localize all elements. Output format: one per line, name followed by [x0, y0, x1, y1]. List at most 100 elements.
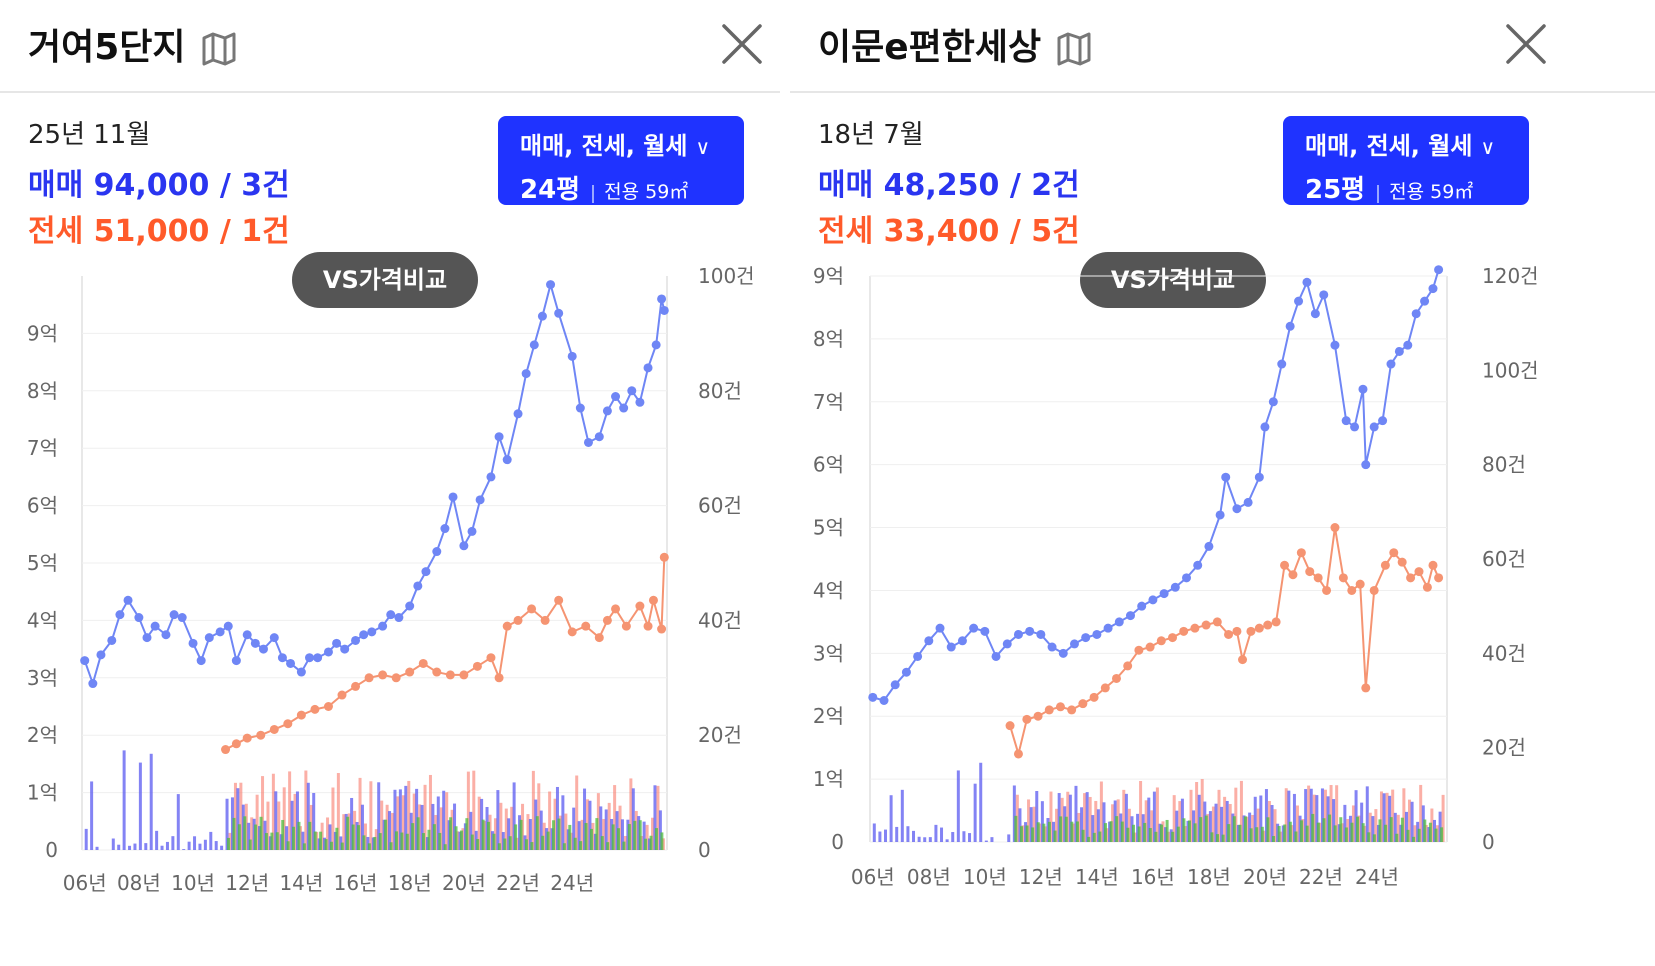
volume-bar-rent: [1126, 827, 1130, 842]
sale-price-point: [223, 621, 233, 631]
volume-bar-sale: [1085, 792, 1089, 842]
volume-bar-sale: [236, 788, 240, 850]
x-tick-label: 16년: [334, 871, 378, 895]
sale-price-line: [872, 269, 1440, 702]
volume-bar-rent: [1165, 819, 1169, 842]
volume-bar-sale: [1040, 801, 1044, 842]
volume-bar-jeonse: [504, 808, 508, 850]
close-icon[interactable]: [718, 20, 766, 68]
volume-bar-sale: [900, 789, 904, 842]
volume-bar-sale: [1035, 791, 1039, 842]
jeonse-price-point: [494, 673, 504, 683]
sale-price-point: [107, 635, 117, 645]
jeonse-price-point: [351, 681, 361, 691]
volume-bar-sale: [1208, 811, 1212, 842]
filter-button[interactable]: 매매, 전세, 월세 ∨ 24평 전용 59㎡: [498, 116, 744, 205]
volume-bar-rent: [1339, 817, 1343, 842]
y-left-tick-label: 3억: [27, 666, 58, 690]
jeonse-price-point: [1044, 705, 1054, 715]
volume-bar-jeonse: [1385, 792, 1389, 842]
volume-bar-rent: [1294, 831, 1298, 842]
volume-bar-sale: [872, 823, 876, 842]
selected-period: 25년 11월: [28, 120, 151, 150]
volume-bar-sale: [1091, 815, 1095, 842]
jeonse-price-point: [527, 604, 537, 614]
sale-price-point: [1025, 626, 1035, 636]
sale-price-point: [378, 621, 388, 631]
complex-panel: 거여5단지 25년 11월 매매 94,000 / 3건 전세 51,000 /…: [0, 0, 780, 966]
jeonse-price-point: [472, 661, 482, 671]
x-tick-label: 10년: [171, 871, 215, 895]
sale-price-point: [583, 437, 593, 447]
filter-types-label: 매매, 전세, 월세: [1305, 132, 1473, 160]
x-tick-label: 16년: [1131, 865, 1175, 889]
x-tick-label: 24년: [1355, 865, 1399, 889]
volume-bar-rent: [1328, 814, 1332, 842]
x-tick-label: 08년: [117, 871, 161, 895]
volume-bar-jeonse: [445, 792, 449, 850]
sale-price-point: [1232, 504, 1242, 514]
filter-button[interactable]: 매매, 전세, 월세 ∨ 25평 전용 59㎡: [1283, 116, 1529, 205]
volume-bar-rent: [654, 828, 658, 850]
sale-price-point: [323, 647, 333, 657]
volume-bar-jeonse: [1284, 788, 1288, 842]
volume-bar-rent: [367, 843, 371, 850]
volume-bar-rent: [617, 828, 621, 850]
volume-bar-sale: [1264, 789, 1268, 842]
volume-bar-sale: [1152, 791, 1156, 842]
y-right-tick-label: 0: [698, 838, 711, 862]
volume-bar-jeonse: [239, 782, 243, 850]
sale-price-point: [879, 696, 889, 705]
sale-price-point: [1221, 472, 1231, 482]
x-tick-label: 12년: [1019, 865, 1063, 889]
volume-bar-rent: [1372, 834, 1376, 842]
volume-bar-jeonse: [1055, 808, 1059, 842]
vs-compare-button[interactable]: VS가격비교: [292, 252, 478, 308]
volume-bar-rent: [1400, 817, 1404, 842]
map-icon[interactable]: [1055, 31, 1093, 67]
volume-bar-sale: [469, 811, 473, 850]
sale-price-point: [432, 547, 442, 557]
y-right-tick-label: 40건: [698, 608, 742, 632]
volume-bar-rent: [378, 833, 382, 850]
volume-bar-jeonse: [510, 806, 514, 850]
jeonse-price-point: [432, 667, 442, 677]
volume-bar-jeonse: [396, 796, 400, 850]
y-left-tick-label: 8억: [813, 327, 844, 351]
sale-price-point: [296, 667, 306, 677]
volume-bar-jeonse: [1049, 791, 1053, 842]
jeonse-price-point: [657, 624, 667, 634]
volume-bar-jeonse: [1413, 825, 1417, 842]
sale-price-point: [286, 658, 296, 668]
volume-bar-rent: [557, 818, 561, 850]
jeonse-price-point: [1338, 573, 1348, 583]
volume-bar-rent: [1395, 833, 1399, 842]
volume-bar-sale: [1382, 793, 1386, 842]
volume-bar-sale: [1259, 795, 1263, 842]
volume-bar-jeonse: [1032, 806, 1036, 842]
map-icon[interactable]: [200, 31, 238, 67]
sale-price-point: [1302, 277, 1312, 287]
volume-bar-sale: [1147, 797, 1151, 842]
x-tick-label: 14년: [1075, 865, 1119, 889]
volume-bar-sale: [393, 789, 397, 850]
volume-bar-sale: [512, 782, 516, 850]
volume-bar-rent: [524, 839, 528, 850]
vs-compare-button[interactable]: VS가격비교: [1080, 252, 1266, 308]
volume-bar-jeonse: [1217, 789, 1221, 842]
volume-bar-sale: [884, 829, 888, 842]
close-icon[interactable]: [1502, 20, 1550, 68]
jeonse-price-point: [1100, 683, 1110, 693]
volume-bar-rent: [1042, 823, 1046, 842]
volume-bar-rent: [1103, 823, 1107, 842]
volume-bar-jeonse: [1340, 823, 1344, 842]
jeonse-price-point: [459, 670, 469, 680]
volume-bar-sale: [247, 822, 251, 850]
volume-bar-sale: [1304, 789, 1308, 842]
volume-bar-jeonse: [1402, 788, 1406, 842]
sale-price-point: [421, 567, 431, 577]
volume-bar-sale: [895, 826, 899, 842]
volume-bar-sale: [214, 841, 218, 850]
sale-price-point: [602, 406, 612, 416]
volume-bar-jeonse: [1290, 825, 1294, 842]
